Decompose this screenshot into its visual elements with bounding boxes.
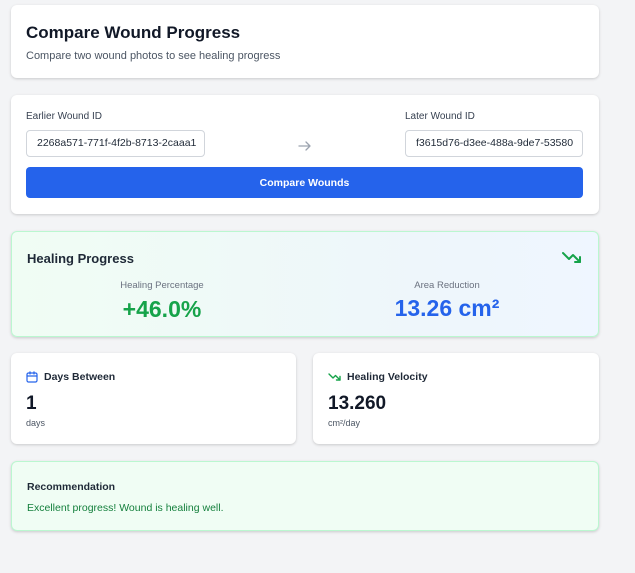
area-reduction-label: Area Reduction bbox=[414, 280, 480, 291]
page-title: Compare Wound Progress bbox=[26, 23, 241, 42]
trending-down-icon bbox=[328, 373, 341, 381]
healing-velocity-header: Healing Velocity bbox=[328, 371, 428, 383]
recommendation-card: Recommendation Excellent progress! Wound… bbox=[11, 461, 599, 531]
page-subtitle: Compare two wound photos to see healing … bbox=[26, 50, 281, 62]
trending-down-icon bbox=[562, 252, 581, 263]
recommendation-title: Recommendation bbox=[27, 481, 116, 493]
compare-form: Earlier Wound ID 2268a571-771f-4f2b-8713… bbox=[11, 95, 599, 214]
area-reduction-value: 13.26 cm² bbox=[394, 295, 500, 321]
healing-velocity-label: Healing Velocity bbox=[347, 371, 428, 383]
healing-percentage-value: +46.0% bbox=[122, 296, 202, 322]
days-between-label: Days Between bbox=[44, 371, 116, 383]
days-between-header: Days Between bbox=[26, 371, 115, 383]
healing-percentage-label: Healing Percentage bbox=[120, 280, 204, 291]
healing-progress-card: Healing Progress Healing Percentage +46.… bbox=[11, 231, 599, 337]
days-between-value: 1 bbox=[26, 393, 37, 414]
later-wound-label: Later Wound ID bbox=[405, 111, 475, 122]
healing-velocity-value: 13.260 bbox=[328, 393, 387, 414]
earlier-wound-label: Earlier Wound ID bbox=[26, 111, 102, 122]
days-between-card: Days Between 1 days bbox=[11, 353, 296, 444]
healing-progress-title: Healing Progress bbox=[27, 251, 134, 266]
days-between-unit: days bbox=[26, 418, 46, 428]
recommendation-text: Excellent progress! Wound is healing wel… bbox=[27, 502, 224, 514]
arrow-right-icon bbox=[298, 141, 311, 151]
earlier-wound-input[interactable]: 2268a571-771f-4f2b-8713-2caaa1 bbox=[26, 130, 205, 157]
later-wound-input[interactable]: f3615d76-d3ee-488a-9de7-53580 bbox=[405, 130, 583, 157]
healing-velocity-card: Healing Velocity 13.260 cm²/day bbox=[313, 353, 599, 444]
compare-wounds-button[interactable]: Compare Wounds bbox=[26, 167, 583, 198]
page-header: Compare Wound Progress Compare two wound… bbox=[11, 5, 599, 78]
calendar-icon bbox=[26, 371, 38, 383]
healing-velocity-unit: cm²/day bbox=[328, 418, 361, 428]
